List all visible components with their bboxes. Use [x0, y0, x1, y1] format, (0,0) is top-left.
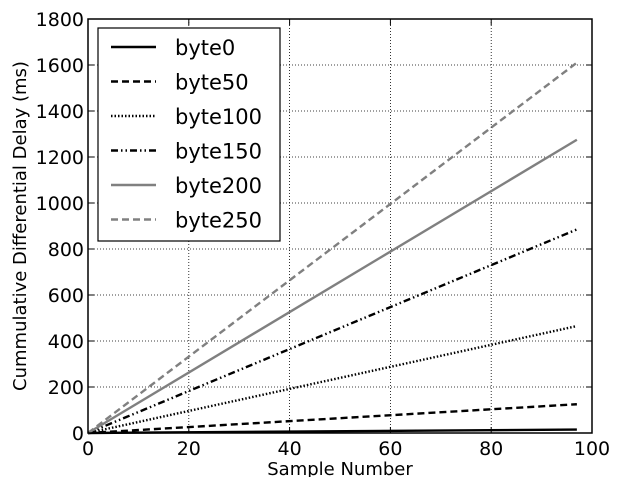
legend-label-byte250: byte250 [175, 209, 262, 233]
y-tick-label: 1400 [36, 101, 84, 123]
x-axis-label: Sample Number [267, 459, 413, 477]
legend: byte0 byte50 byte100 byte150 byte200 byte250 [97, 27, 281, 242]
legend-label-byte200: byte200 [175, 174, 262, 198]
y-tick-label: 1800 [36, 9, 84, 31]
x-tick-label: 100 [574, 438, 610, 460]
series-line-byte150 [87, 228, 578, 435]
y-tick-label: 200 [48, 377, 84, 399]
y-axis-label: Cummulative Differential Delay (ms) [10, 61, 31, 391]
legend-label-byte100: byte100 [175, 105, 262, 129]
legend-label-byte50: byte50 [175, 71, 249, 95]
legend-label-byte150: byte150 [175, 140, 262, 164]
y-tick-label: 0 [72, 423, 84, 445]
x-tick-label: 80 [479, 438, 503, 460]
x-tick-label: 0 [82, 438, 94, 460]
y-tick-label: 800 [48, 239, 84, 261]
y-tick-label: 1200 [36, 147, 84, 169]
legend-label-byte0: byte0 [175, 36, 235, 60]
x-tick-label: 20 [177, 438, 201, 460]
series-line-byte100 [87, 324, 578, 435]
axis-ticks: 0 20 40 60 80 1000200400600800100012001400160… [36, 9, 610, 460]
y-tick-label: 1600 [36, 55, 84, 77]
legend-box [97, 27, 281, 242]
plot-frame [87, 18, 593, 434]
series-line-byte50 [87, 403, 577, 435]
x-tick-label: 40 [278, 438, 302, 460]
y-tick-label: 400 [48, 331, 84, 353]
series-lines [87, 61, 578, 435]
y-tick-label: 1000 [36, 193, 84, 215]
series-line-byte250 [87, 61, 578, 434]
y-tick-label: 600 [48, 285, 84, 307]
series-line-byte200 [87, 138, 578, 435]
x-tick-label: 60 [378, 438, 402, 460]
